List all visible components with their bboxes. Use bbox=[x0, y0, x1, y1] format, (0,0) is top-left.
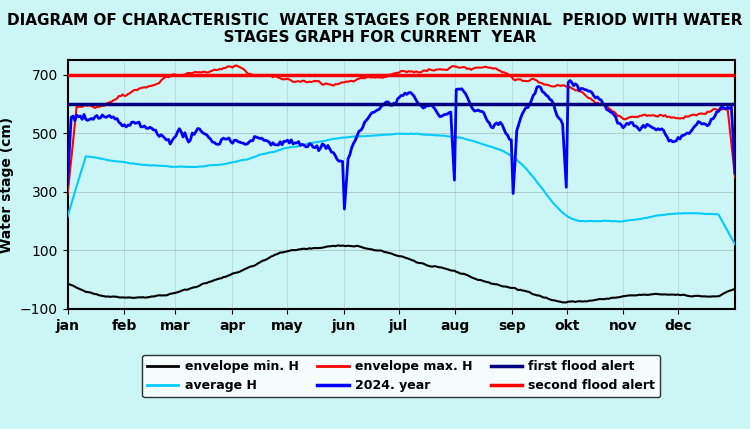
Legend: envelope min. H, average H, envelope max. H, 2024. year, first flood alert, seco: envelope min. H, average H, envelope max… bbox=[142, 355, 660, 397]
Y-axis label: Water stage (cm): Water stage (cm) bbox=[0, 116, 14, 253]
Text: DIAGRAM OF CHARACTERISTIC  WATER STAGES FOR PERENNIAL  PERIOD WITH WATER
  STAGE: DIAGRAM OF CHARACTERISTIC WATER STAGES F… bbox=[8, 13, 742, 45]
